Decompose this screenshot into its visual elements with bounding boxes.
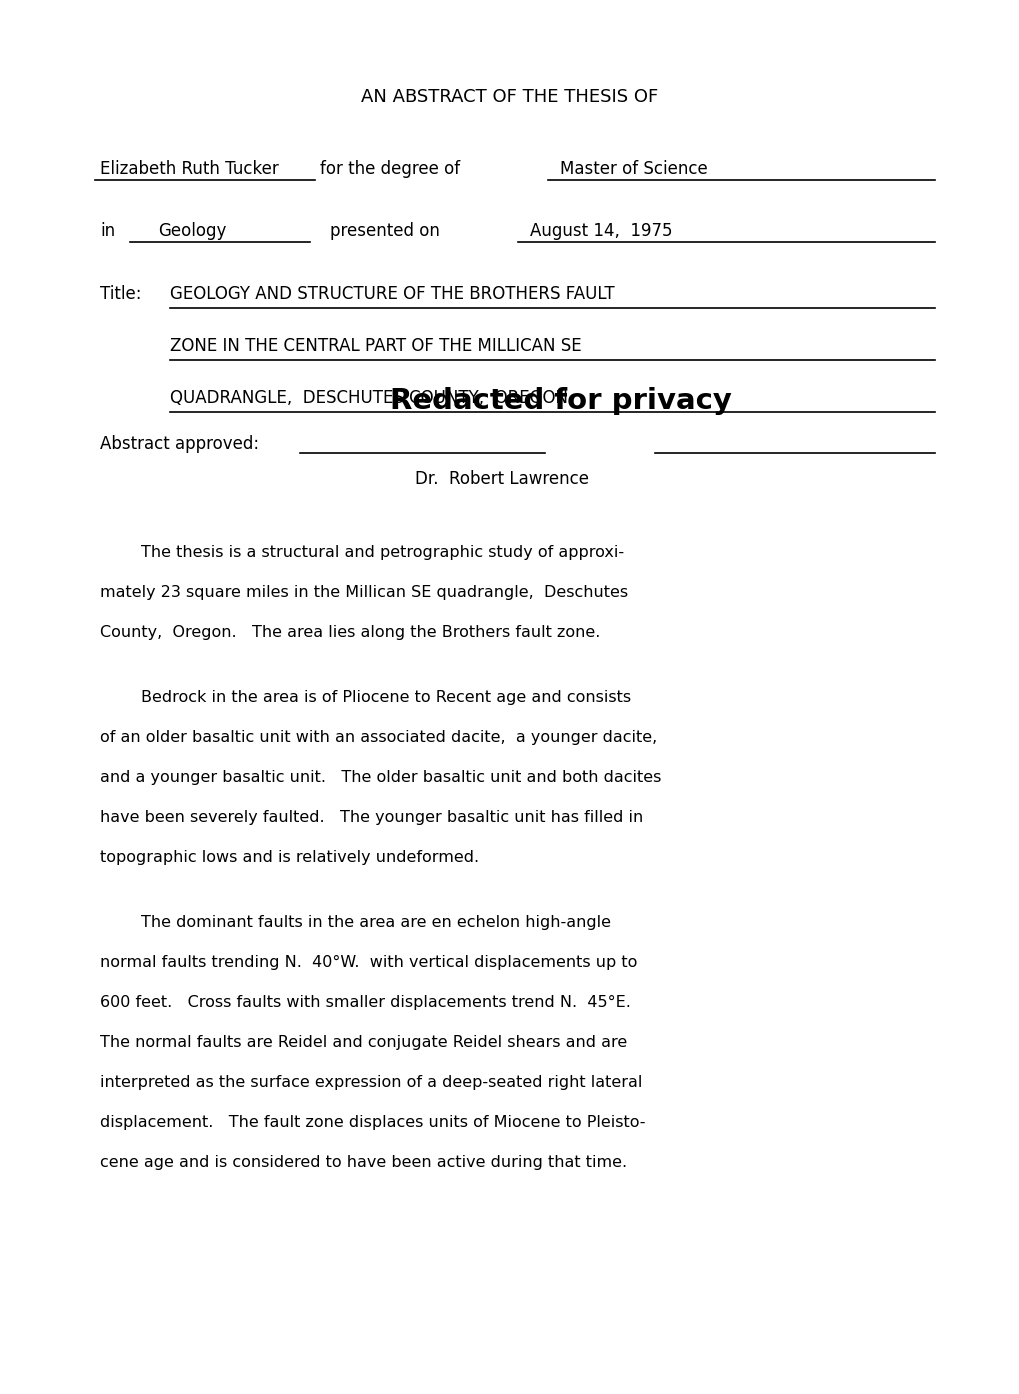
Text: normal faults trending N.  40°W.  with vertical displacements up to: normal faults trending N. 40°W. with ver… (100, 955, 637, 970)
Text: QUADRANGLE,  DESCHUTES COUNTY,  OREGON: QUADRANGLE, DESCHUTES COUNTY, OREGON (170, 389, 568, 407)
Text: Elizabeth Ruth Tucker: Elizabeth Ruth Tucker (100, 160, 278, 178)
Text: interpreted as the surface expression of a deep-seated right lateral: interpreted as the surface expression of… (100, 1075, 642, 1090)
Text: topographic lows and is relatively undeformed.: topographic lows and is relatively undef… (100, 850, 479, 866)
Text: 600 feet.   Cross faults with smaller displacements trend N.  45°E.: 600 feet. Cross faults with smaller disp… (100, 995, 631, 1011)
Text: Master of Science: Master of Science (559, 160, 707, 178)
Text: The normal faults are Reidel and conjugate Reidel shears and are: The normal faults are Reidel and conjuga… (100, 1034, 627, 1050)
Text: The dominant faults in the area are en echelon high-angle: The dominant faults in the area are en e… (100, 914, 610, 930)
Text: have been severely faulted.   The younger basaltic unit has filled in: have been severely faulted. The younger … (100, 810, 643, 825)
Text: cene age and is considered to have been active during that time.: cene age and is considered to have been … (100, 1156, 627, 1170)
Text: of an older basaltic unit with an associated dacite,  a younger dacite,: of an older basaltic unit with an associ… (100, 730, 656, 744)
Text: County,  Oregon.   The area lies along the Brothers fault zone.: County, Oregon. The area lies along the … (100, 625, 600, 640)
Text: Abstract approved:: Abstract approved: (100, 435, 259, 453)
Text: for the degree of: for the degree of (320, 160, 460, 178)
Text: and a younger basaltic unit.   The older basaltic unit and both dacites: and a younger basaltic unit. The older b… (100, 769, 660, 785)
Text: ZONE IN THE CENTRAL PART OF THE MILLICAN SE: ZONE IN THE CENTRAL PART OF THE MILLICAN… (170, 337, 581, 355)
Text: Dr.  Robert Lawrence: Dr. Robert Lawrence (415, 470, 588, 488)
Text: GEOLOGY AND STRUCTURE OF THE BROTHERS FAULT: GEOLOGY AND STRUCTURE OF THE BROTHERS FA… (170, 284, 614, 302)
Text: in: in (100, 222, 115, 240)
Text: mately 23 square miles in the Millican SE quadrangle,  Deschutes: mately 23 square miles in the Millican S… (100, 585, 628, 599)
Text: Title:: Title: (100, 284, 142, 302)
Text: Bedrock in the area is of Pliocene to Recent age and consists: Bedrock in the area is of Pliocene to Re… (100, 690, 631, 705)
Text: displacement.   The fault zone displaces units of Miocene to Pleisto-: displacement. The fault zone displaces u… (100, 1115, 645, 1131)
Text: presented on: presented on (330, 222, 439, 240)
Text: Redacted for privacy: Redacted for privacy (389, 388, 732, 415)
Text: Geology: Geology (158, 222, 226, 240)
Text: The thesis is a structural and petrographic study of approxi-: The thesis is a structural and petrograp… (100, 545, 624, 560)
Text: AN ABSTRACT OF THE THESIS OF: AN ABSTRACT OF THE THESIS OF (361, 88, 658, 106)
Text: August 14,  1975: August 14, 1975 (530, 222, 672, 240)
